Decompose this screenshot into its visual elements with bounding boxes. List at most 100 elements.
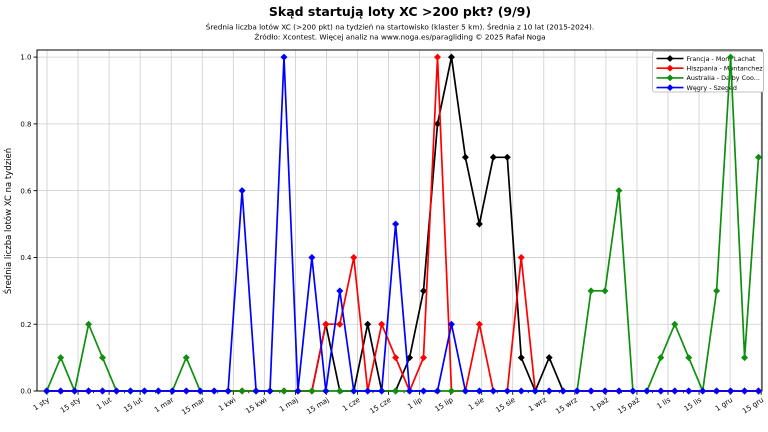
series-marker [475, 220, 483, 228]
y-tick-label: 0.8 [20, 120, 31, 128]
series-marker [57, 354, 65, 362]
legend-item-label: Węgry - Szeged [687, 84, 737, 92]
series-marker [140, 387, 148, 395]
series-marker [601, 287, 609, 295]
chart-title: Skąd startują loty XC >200 pkt? (9/9) [269, 4, 531, 19]
legend-marker-diamond [666, 55, 674, 62]
series-marker [741, 354, 749, 362]
series-marker [615, 387, 623, 395]
series-marker [99, 354, 107, 362]
legend-marker-diamond [666, 74, 674, 82]
series-marker [294, 387, 302, 395]
series-marker [322, 320, 330, 328]
series-marker [308, 387, 316, 395]
series-marker [420, 287, 428, 295]
series-marker [85, 387, 93, 395]
series-line [46, 56, 759, 392]
legend-box [652, 51, 764, 93]
plot-area: 0.0 0.2 0.4 0.6 0.8 1.0 1 sty 15 sty 1 lut 15 lut… [20, 49, 765, 417]
series-marker [727, 387, 735, 395]
series-marker [713, 287, 721, 295]
x-tick-label: 15 cze [368, 395, 393, 416]
series-marker [420, 354, 428, 362]
series-marker [336, 320, 344, 328]
chart-subtitle: Średnia liczba lotów XC (>200 pkt) na ty… [206, 23, 594, 32]
series-marker [350, 253, 358, 261]
series-marker [336, 387, 344, 395]
series-marker [182, 387, 190, 395]
series-marker [447, 53, 455, 61]
series-marker [392, 387, 400, 395]
series-line [46, 56, 759, 392]
x-tick-label: 15 paź [616, 395, 641, 416]
x-tick-label: 1 wrz [527, 395, 548, 413]
series-marker [657, 354, 665, 362]
series-marker [671, 387, 679, 395]
x-tick-label: 1 paź [589, 395, 611, 413]
series-marker [392, 220, 400, 228]
series-marker [531, 387, 539, 395]
series-marker [336, 287, 344, 295]
series-marker [447, 320, 455, 328]
series-marker [43, 387, 51, 395]
x-tick-label: 15 sty [59, 395, 83, 415]
x-tick-label: 1 maj [278, 395, 300, 414]
series-marker [503, 153, 511, 161]
series-marker [224, 387, 232, 395]
x-tick-label: 1 cze [341, 395, 362, 413]
series-marker [392, 354, 400, 362]
x-tick-label: 1 lip [406, 395, 424, 411]
series-marker [559, 387, 567, 395]
series-marker [643, 387, 651, 395]
series-marker [99, 387, 107, 395]
series-marker [671, 320, 679, 328]
series-marker [266, 387, 274, 395]
series-marker [475, 320, 483, 328]
series-marker [517, 354, 525, 362]
series-marker [601, 387, 609, 395]
series-marker [196, 387, 204, 395]
series-marker [489, 153, 497, 161]
series-marker [364, 387, 372, 395]
series-marker [308, 253, 316, 261]
y-tick-label: 1.0 [20, 54, 31, 62]
series-marker [71, 387, 79, 395]
series-marker [489, 387, 497, 395]
x-tick-label: 15 wrz [554, 395, 579, 416]
series-marker [57, 387, 65, 395]
series-marker [182, 354, 190, 362]
series-marker [420, 387, 428, 395]
series-marker [657, 387, 665, 395]
x-tick-label: 1 gru [713, 395, 734, 413]
series-marker [741, 387, 749, 395]
x-tick-label: 15 maj [305, 395, 331, 416]
x-tick-label: 1 kwi [217, 395, 238, 413]
series-marker [210, 387, 218, 395]
y-tick-label: 0.2 [20, 321, 31, 329]
legend-marker-diamond [666, 64, 674, 72]
series-marker [727, 53, 735, 61]
series-marker [503, 387, 511, 395]
axes-frame [36, 49, 763, 392]
series-line [46, 56, 759, 392]
series-marker [713, 387, 721, 395]
series-marker [280, 387, 288, 395]
series-line [45, 56, 760, 392]
series-marker [238, 187, 246, 195]
series-marker [238, 387, 246, 395]
series-marker [406, 354, 414, 362]
series-marker [699, 387, 707, 395]
series-marker [433, 387, 441, 395]
y-axis-label: Średnia liczba lotów XC na tydzień [2, 148, 14, 294]
legend-item-label: Francja - Mont Lachat [687, 55, 756, 63]
series-marker [126, 387, 134, 395]
series-marker [587, 287, 595, 295]
series-marker [545, 354, 553, 362]
x-tick-label: 15 mar [180, 395, 207, 417]
x-tick-label: 1 mar [153, 395, 176, 414]
x-tick-label: 1 lis [655, 395, 672, 411]
series-marker [378, 320, 386, 328]
series-marker [461, 387, 469, 395]
legend-item-label: Hiszpania - Montanchez [687, 65, 764, 73]
